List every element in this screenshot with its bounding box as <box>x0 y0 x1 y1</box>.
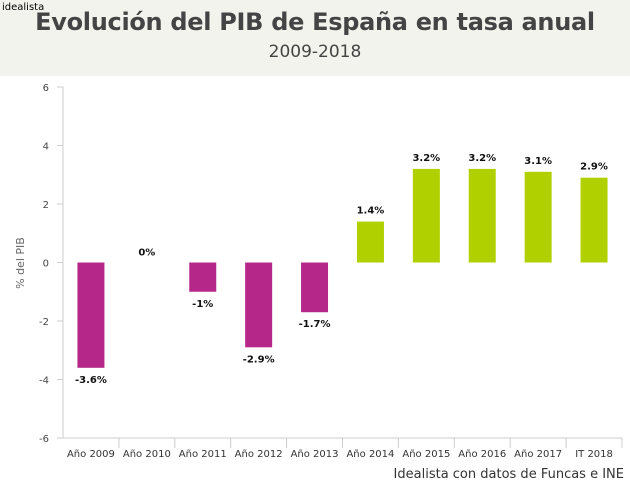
bar-Año-2016 <box>468 168 496 263</box>
data-label: 0% <box>138 248 155 259</box>
source-note: Idealista con datos de Funcas e INE <box>393 467 624 482</box>
bar-Año-2013 <box>301 262 329 313</box>
y-tick-label: -4 <box>39 376 49 387</box>
y-tick-label: 4 <box>43 142 49 153</box>
x-tick-label: IT 2018 <box>575 449 613 460</box>
data-label: -1.7% <box>299 319 331 330</box>
y-tick-label: -6 <box>39 434 49 445</box>
bar-Año-2017 <box>524 171 552 263</box>
x-tick-label: Año 2017 <box>514 449 562 460</box>
x-tick-label: Año 2015 <box>402 449 450 460</box>
data-label: 1.4% <box>357 206 385 217</box>
data-label: -2.9% <box>243 354 275 365</box>
data-label: -1% <box>192 299 213 310</box>
data-label: 3.2% <box>468 153 496 164</box>
data-label: -3.6% <box>75 375 107 386</box>
y-tick-label: 6 <box>43 83 49 94</box>
x-tick-label: Año 2012 <box>235 449 283 460</box>
chart-subtitle: 2009-2018 <box>268 42 362 62</box>
data-label: 3.2% <box>412 153 440 164</box>
x-tick-label: Año 2016 <box>458 449 506 460</box>
bar-Año-2011 <box>189 262 217 292</box>
x-tick-label: Año 2013 <box>291 449 339 460</box>
idealista-logo: idealista <box>2 2 45 13</box>
chart-title: Evolución del PIB de España en tasa anua… <box>35 8 595 36</box>
data-label: 3.1% <box>524 156 552 167</box>
x-tick-label: Año 2014 <box>346 449 394 460</box>
bar-Año-2009 <box>77 262 105 368</box>
bar-Año-2012 <box>245 262 273 348</box>
data-label: 2.9% <box>580 162 608 173</box>
y-tick-label: -2 <box>39 317 49 328</box>
bar-Año-2014 <box>356 221 384 263</box>
bar-Año-2015 <box>412 168 440 263</box>
x-tick-label: Año 2010 <box>123 449 171 460</box>
header-band: idealista Evolución del PIB de España en… <box>0 0 630 76</box>
y-tick-label: 0 <box>43 259 49 270</box>
bar-IT-2018 <box>580 177 608 263</box>
y-tick-label: 2 <box>43 200 49 211</box>
x-tick-label: Año 2011 <box>179 449 227 460</box>
y-axis-label: % del PIB <box>14 237 27 289</box>
x-tick-label: Año 2009 <box>67 449 115 460</box>
